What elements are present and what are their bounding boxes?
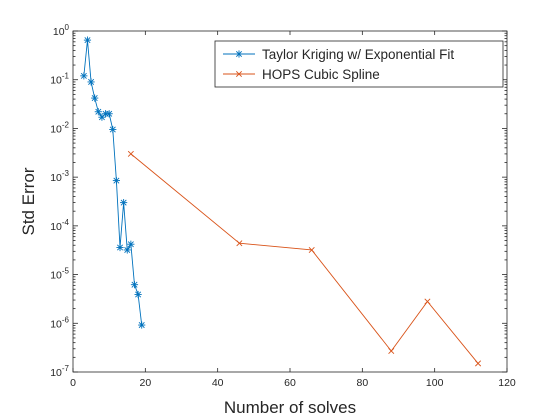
legend-entry-1: Taylor Kriging w/ Exponential Fit	[223, 47, 454, 62]
data-point	[105, 110, 113, 118]
data-point	[388, 347, 395, 355]
data-point	[134, 290, 142, 299]
y-axis-label: Std Error	[19, 167, 38, 235]
data-point	[87, 78, 95, 86]
x-tick-label: 60	[284, 377, 296, 389]
data-point	[138, 321, 146, 329]
x-tick-label: 0	[70, 377, 76, 389]
data-point	[109, 125, 117, 134]
series-layer	[80, 36, 482, 367]
x-axis-label: Number of solves	[224, 398, 356, 417]
y-tick-label: 10-6	[50, 315, 69, 330]
x-tick-label: 20	[139, 377, 151, 389]
y-tick-label: 10-3	[50, 169, 69, 184]
x-tick-label: 80	[356, 377, 368, 389]
data-point	[130, 281, 139, 289]
plot-area	[73, 31, 507, 372]
legend-entry-2: HOPS Cubic Spline	[223, 67, 380, 82]
legend-label: Taylor Kriging w/ Exponential Fit	[262, 47, 454, 62]
data-point	[80, 72, 88, 80]
y-tick-label: 10-1	[50, 72, 69, 87]
data-point	[120, 199, 128, 207]
data-point	[475, 360, 482, 367]
data-point	[424, 298, 431, 305]
axes: 0 20 40 60 80 100 120 10-7 10-6 10-5 10-4 10-3 10-2 1…	[50, 23, 516, 389]
data-point	[127, 150, 134, 157]
series-1	[80, 36, 146, 329]
data-point	[83, 36, 92, 44]
data-point	[91, 94, 99, 102]
data-point	[112, 176, 120, 185]
plot-background	[73, 31, 507, 372]
y-tick-label: 10-2	[50, 120, 69, 135]
data-point	[127, 240, 135, 248]
y-tick-label: 10-5	[50, 267, 69, 282]
y-tick-label: 100	[53, 23, 70, 38]
x-tick-label: 120	[498, 377, 516, 389]
x-tick-label: 100	[426, 377, 444, 389]
y-tick-label: 10-4	[50, 218, 69, 233]
data-point	[94, 108, 102, 116]
data-point	[98, 113, 106, 121]
legend-box	[214, 40, 504, 88]
series-line	[130, 153, 479, 364]
y-tick-label: 10-7	[50, 364, 69, 379]
data-point	[116, 243, 124, 252]
legend: Taylor Kriging w/ Exponential Fit HOPS Cu…	[214, 40, 504, 88]
series-2	[127, 150, 482, 367]
data-point	[308, 246, 315, 253]
data-point	[236, 240, 243, 247]
x-tick-label: 40	[212, 377, 224, 389]
data-point	[123, 246, 131, 254]
legend-label: HOPS Cubic Spline	[262, 67, 380, 82]
